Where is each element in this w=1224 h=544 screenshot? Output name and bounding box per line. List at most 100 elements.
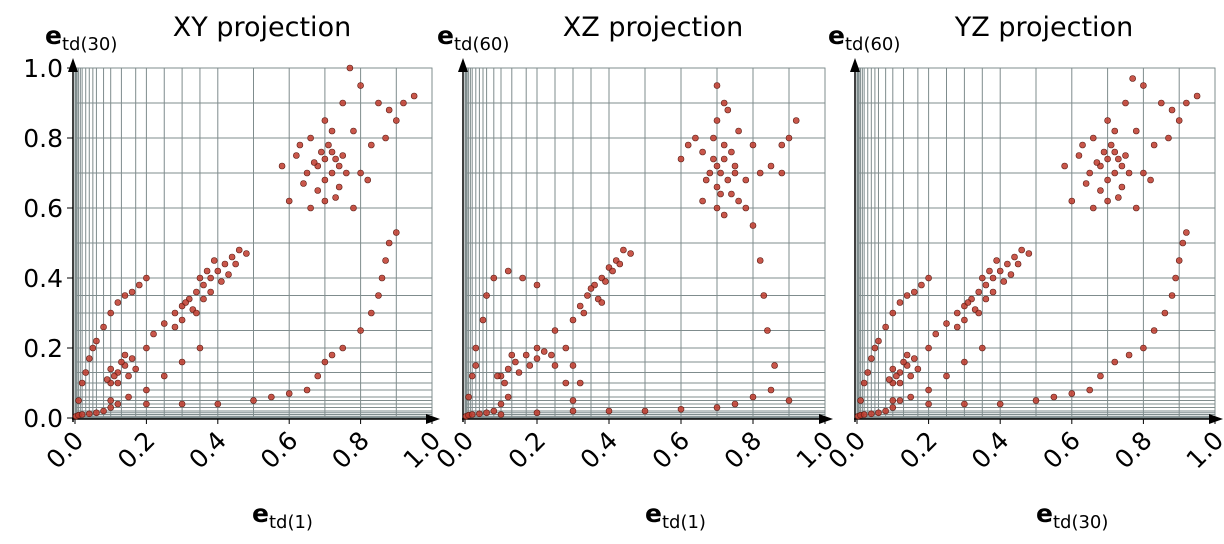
y-tick-label: 0.8	[23, 124, 63, 153]
scatter-point	[178, 316, 186, 324]
scatter-point	[925, 400, 932, 408]
scatter-point	[771, 362, 778, 369]
scatter-point	[875, 409, 882, 417]
x-axis-label: etd(30)	[1036, 499, 1108, 533]
scatter-point	[78, 379, 86, 387]
scatter-point	[307, 204, 314, 212]
scatter-point	[767, 162, 775, 170]
scatter-point	[1050, 393, 1058, 401]
scatter-point	[953, 323, 961, 331]
y-tick-label: 0.2	[23, 334, 63, 363]
scatter-point	[293, 152, 300, 159]
scatter-point	[364, 176, 372, 184]
scatter-point	[332, 155, 339, 163]
scatter-point	[569, 397, 577, 404]
scatter-point	[756, 169, 764, 177]
scatter-point	[893, 372, 900, 380]
scatter-point	[860, 379, 868, 387]
scatter-point	[1111, 358, 1119, 366]
scatter-point	[1107, 141, 1115, 149]
scatter-point	[882, 323, 889, 331]
scatter-point	[1086, 386, 1093, 394]
scatter-point	[296, 141, 304, 149]
scatter-point	[328, 169, 336, 177]
scatter-point	[325, 141, 332, 149]
scatter-point	[533, 355, 541, 362]
scatter-point	[125, 393, 132, 401]
x-tick-label: 0.2	[112, 426, 161, 475]
x-tick-label: 1.0	[1181, 426, 1224, 475]
scatter-point	[207, 288, 214, 296]
panel-xy: XY projection etd(30) etd(1) 0.0 0.2 0.4 0.…	[23, 12, 446, 533]
scatter-point	[699, 148, 706, 156]
scatter-point	[1179, 239, 1187, 247]
scatter-point	[620, 246, 627, 254]
scatter-point	[382, 257, 389, 264]
scatter-point	[385, 239, 393, 247]
panel-title: XZ projection	[563, 12, 743, 43]
scatter-point	[731, 162, 739, 170]
x-tick-label: 0.6	[1037, 426, 1086, 475]
x-tick-labels: 0.0 0.2 0.4 0.6 0.8 1.0	[431, 419, 839, 475]
scatter-point	[472, 344, 480, 352]
scatter-point	[221, 260, 229, 268]
scatter-point	[1082, 180, 1090, 187]
scatter-point	[300, 180, 307, 187]
scatter-point	[562, 344, 570, 352]
panel-title: YZ projection	[954, 12, 1133, 43]
x-axis-arrow-icon	[819, 414, 833, 424]
scatter-point	[519, 274, 526, 282]
scatter-point	[385, 106, 393, 114]
scatter-point	[961, 358, 968, 366]
scatter-point	[114, 400, 122, 408]
scatter-point	[989, 274, 997, 282]
y-axis-arrow-icon	[850, 58, 860, 72]
scatter-point	[314, 187, 322, 194]
scatter-point	[756, 257, 764, 264]
scatter-point	[717, 190, 724, 198]
scatter-point	[896, 379, 904, 387]
scatter-point	[1129, 75, 1136, 82]
scatter-point	[318, 148, 325, 156]
scatter-point	[1115, 194, 1122, 201]
scatter-point	[522, 351, 530, 359]
scatter-point	[193, 309, 200, 317]
axes	[458, 58, 833, 424]
scatter-point	[576, 379, 584, 387]
scatter-point	[143, 344, 150, 352]
scatter-point	[932, 330, 940, 338]
panel-yz: YZ projection etd(60) etd(30) 0.0 0.2 0.4 0…	[823, 12, 1224, 533]
scatter-point	[1193, 92, 1201, 100]
scatter-point	[978, 274, 986, 282]
scatter-point	[468, 411, 476, 418]
scatter-point	[335, 162, 343, 170]
scatter-point	[375, 292, 382, 299]
scatter-point	[143, 386, 150, 394]
scatter-point	[357, 327, 364, 334]
y-tick-labels: 0.0 0.2 0.4 0.6 0.8 1.0	[23, 54, 73, 433]
scatter-point	[107, 365, 114, 373]
x-tick-label: 0.0	[431, 426, 480, 475]
scatter-point	[483, 292, 490, 299]
scatter-point	[903, 292, 911, 299]
scatter-point	[914, 365, 922, 373]
scatter-point	[964, 299, 972, 306]
scatter-point	[889, 309, 897, 317]
scatter-point	[692, 134, 699, 142]
scatter-point	[996, 267, 1004, 275]
scatter-point	[476, 410, 483, 418]
scatter-point	[339, 152, 347, 159]
scatter-point	[882, 407, 889, 415]
scatter-point	[114, 379, 122, 387]
scatter-point	[871, 344, 879, 352]
scatter-point	[410, 92, 418, 100]
scatter-point	[702, 176, 710, 184]
scatter-point	[925, 344, 932, 352]
scatter-point	[107, 404, 114, 411]
scatter-point	[328, 127, 336, 135]
scatter-point	[713, 204, 721, 212]
scatter-point	[896, 397, 904, 404]
scatter-point	[728, 148, 735, 156]
scatter-point	[100, 407, 107, 415]
